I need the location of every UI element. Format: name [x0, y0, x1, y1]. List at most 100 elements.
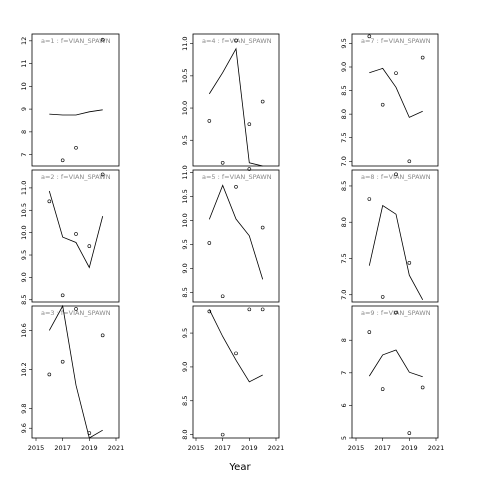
data-point — [367, 34, 372, 39]
data-point — [394, 310, 398, 315]
panel-6-strip-label: a=8 : f=VIAN_SPAWN — [361, 173, 431, 181]
panel-5-strip-label: a=5 : f=VIAN_SPAWN — [202, 173, 272, 181]
y-tick-label: 8.5 — [340, 181, 348, 191]
y-tick-label: 9.6 — [20, 423, 28, 433]
data-point — [60, 158, 65, 163]
x-tick-label: 2015 — [28, 444, 45, 452]
x-tick-label: 2017 — [54, 444, 71, 452]
y-tick-label: 11.0 — [181, 36, 189, 50]
panel-2-frame — [192, 33, 280, 167]
panel-9-strip-label: a=9 : f=VIAN_SPAWN — [361, 309, 431, 317]
y-tick-label: 10.5 — [181, 69, 189, 83]
y-tick-label: 8 — [20, 130, 28, 134]
panel-2-fit-line — [208, 47, 263, 167]
panel-8-fit-line — [208, 309, 263, 383]
data-point — [367, 330, 372, 334]
panel-7-fit-line — [48, 304, 103, 439]
y-tick-label: 8.5 — [340, 85, 348, 95]
panel-7-strip-label: a=3 : f=VIAN_SPAWN — [41, 309, 111, 317]
data-point — [220, 160, 225, 165]
data-point — [260, 99, 265, 104]
panel-6-fit-line — [368, 204, 424, 300]
data-point — [247, 167, 252, 171]
y-tick-label: 10.0 — [20, 225, 28, 239]
y-tick-label: 9.5 — [181, 239, 189, 249]
y-tick-label: 7 — [340, 371, 348, 375]
data-point — [60, 293, 65, 298]
panel-4-fit-line — [48, 190, 104, 269]
panel-5-fit-line — [208, 184, 264, 280]
data-point — [407, 261, 412, 265]
y-tick-label: 8.0 — [340, 109, 348, 119]
y-tick-label: 7.0 — [340, 290, 348, 300]
data-point — [207, 119, 212, 123]
data-point — [220, 294, 225, 299]
y-tick-label: 10.5 — [20, 203, 28, 217]
x-tick-label: 2021 — [268, 444, 285, 452]
data-point — [87, 431, 92, 435]
y-tick-label: 9.0 — [20, 272, 28, 282]
panel-9-fit-line — [368, 349, 423, 378]
y-tick-label: 9 — [20, 107, 28, 111]
data-point — [47, 199, 52, 204]
data-point — [74, 307, 78, 311]
y-tick-label: 8 — [340, 338, 348, 342]
y-tick-label: 10.5 — [181, 189, 189, 203]
panel-5-frame — [192, 169, 280, 303]
panel-1-frame — [31, 33, 120, 167]
y-tick-label: 8.5 — [181, 396, 189, 406]
data-point — [87, 244, 92, 248]
data-point — [74, 145, 78, 150]
data-point — [380, 387, 385, 391]
y-tick-label: 8.0 — [340, 217, 348, 227]
y-tick-label: 8.5 — [181, 287, 189, 297]
y-tick-label: 10.6 — [20, 323, 28, 337]
y-tick-label: 9.5 — [340, 38, 348, 48]
y-tick-label: 8.5 — [20, 295, 28, 305]
x-tick-label: 2021 — [108, 444, 125, 452]
panel-3-strip-label: a=7 : f=VIAN_SPAWN — [361, 37, 431, 45]
x-tick-label: 2019 — [81, 444, 98, 452]
panel-1-fit-line — [49, 109, 103, 116]
data-point — [100, 172, 105, 177]
y-tick-label: 7 — [20, 153, 28, 157]
data-point — [100, 37, 105, 42]
data-point — [234, 38, 238, 43]
y-tick-label: 10.0 — [181, 101, 189, 115]
panel-3-frame — [351, 33, 439, 167]
y-tick-label: 11.0 — [181, 165, 189, 179]
x-tick-label: 2021 — [428, 444, 445, 452]
y-tick-label: 9.5 — [181, 135, 189, 145]
data-point — [407, 159, 412, 164]
y-tick-label: 8.0 — [181, 429, 189, 439]
y-tick-label: 6 — [340, 403, 348, 407]
data-point — [394, 71, 398, 75]
data-point — [380, 295, 385, 299]
data-point — [247, 122, 252, 126]
x-tick-label: 2019 — [401, 444, 418, 452]
data-point — [207, 241, 212, 245]
x-tick-label: 2017 — [214, 444, 231, 452]
y-tick-label: 9.0 — [181, 263, 189, 273]
panel-4-frame — [31, 169, 120, 303]
panel-1-strip-label: a=1 : f=VIAN_SPAWN — [41, 37, 111, 45]
x-axis-title: Year — [228, 462, 251, 473]
data-point — [220, 432, 225, 437]
x-tick-label: 2017 — [374, 444, 391, 452]
x-tick-label: 2019 — [241, 444, 258, 452]
data-point — [47, 372, 52, 377]
x-tick-label: 2015 — [348, 444, 365, 452]
panel-2-strip-label: a=4 : f=VIAN_SPAWN — [202, 37, 272, 45]
x-tick-label: 2015 — [188, 444, 205, 452]
y-tick-label: 11 — [20, 59, 28, 67]
y-tick-label: 9.0 — [340, 62, 348, 72]
data-point — [407, 431, 412, 435]
y-tick-label: 9.0 — [181, 362, 189, 372]
panel-9-frame — [351, 305, 439, 439]
panel-8-frame — [192, 305, 280, 439]
y-tick-label: 7.0 — [340, 156, 348, 166]
data-point — [380, 102, 385, 107]
data-point — [260, 225, 265, 230]
data-point — [100, 333, 105, 338]
